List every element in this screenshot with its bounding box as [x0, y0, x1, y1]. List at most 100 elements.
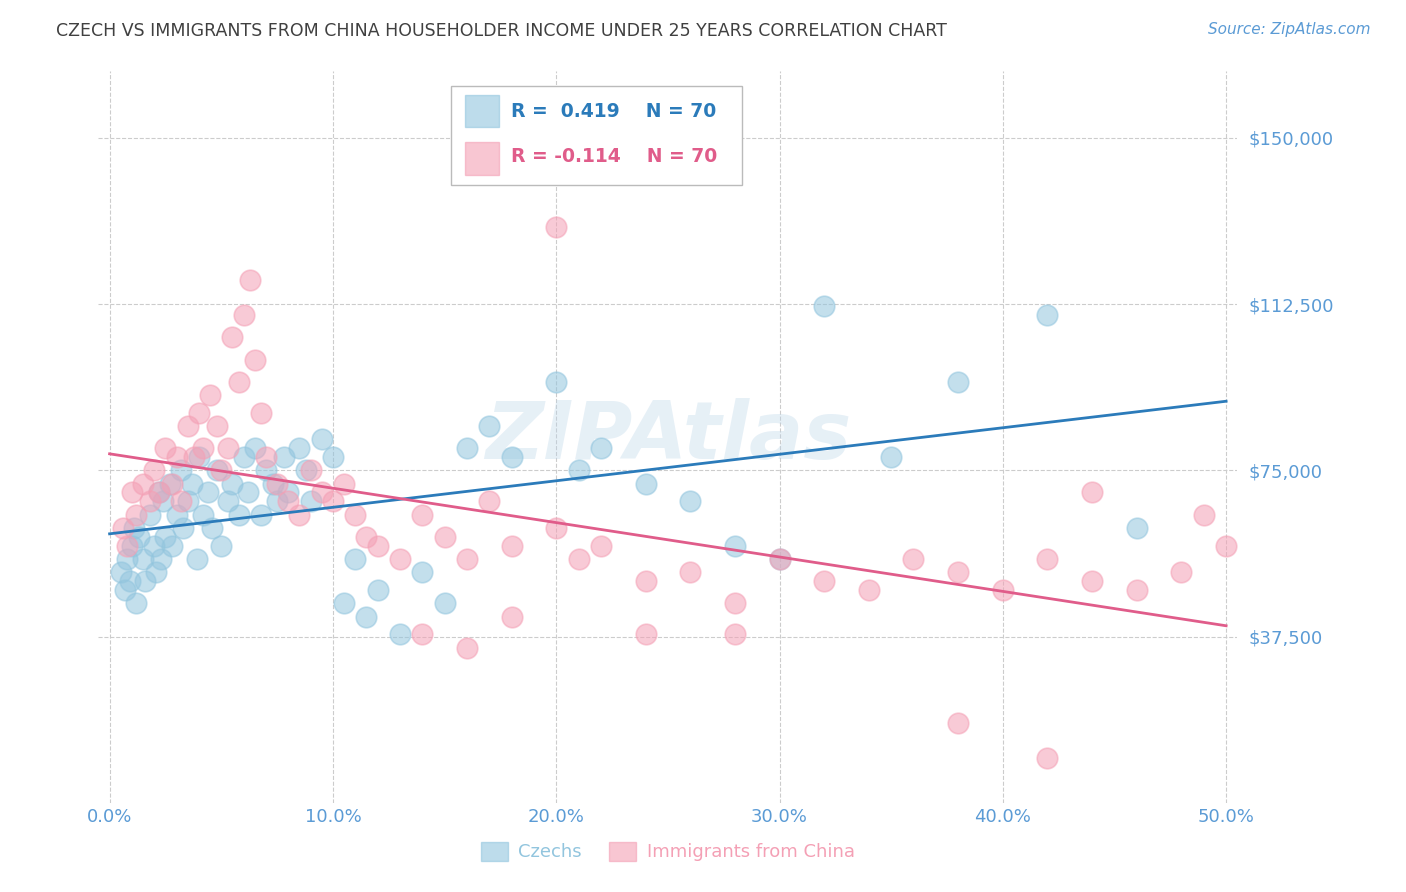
Point — [724, 539, 747, 553]
Point — [277, 494, 299, 508]
Point — [152, 494, 174, 508]
Point — [166, 508, 188, 522]
Point — [117, 552, 139, 566]
Point — [273, 450, 295, 464]
Point — [232, 450, 254, 464]
Point — [589, 441, 612, 455]
Point — [187, 406, 209, 420]
Text: ZIPAtlas: ZIPAtlas — [485, 398, 851, 476]
Point — [768, 552, 790, 566]
Point — [236, 485, 259, 500]
Point — [266, 476, 288, 491]
Point — [250, 406, 273, 420]
Point — [170, 494, 193, 508]
Point — [433, 596, 456, 610]
Point — [134, 574, 156, 589]
Point — [1192, 508, 1215, 522]
Point — [228, 375, 250, 389]
Point — [254, 450, 277, 464]
Point — [501, 539, 523, 553]
FancyBboxPatch shape — [451, 86, 742, 185]
Point — [813, 574, 835, 589]
Point — [546, 375, 568, 389]
Point — [114, 582, 136, 597]
Point — [1170, 566, 1192, 580]
Point — [344, 552, 367, 566]
Point — [125, 596, 148, 610]
Point — [148, 485, 170, 500]
Point — [1081, 574, 1104, 589]
Point — [388, 627, 411, 641]
Point — [166, 450, 188, 464]
Point — [589, 539, 612, 553]
Point — [177, 494, 200, 508]
Text: R =  0.419    N = 70: R = 0.419 N = 70 — [510, 102, 716, 120]
Point — [1215, 539, 1237, 553]
Point — [232, 308, 254, 322]
Point — [159, 476, 181, 491]
Point — [322, 494, 344, 508]
Point — [239, 273, 262, 287]
FancyBboxPatch shape — [465, 95, 499, 128]
Legend: Czechs, Immigrants from China: Czechs, Immigrants from China — [475, 837, 860, 867]
Point — [880, 450, 903, 464]
Point — [288, 441, 311, 455]
Point — [187, 450, 209, 464]
Point — [122, 521, 145, 535]
Point — [221, 330, 243, 344]
Point — [121, 539, 143, 553]
Point — [250, 508, 273, 522]
Point — [858, 582, 880, 597]
Point — [367, 539, 389, 553]
Point — [148, 485, 170, 500]
Point — [228, 508, 250, 522]
Point — [456, 441, 478, 455]
Point — [217, 494, 239, 508]
Point — [411, 627, 433, 641]
Point — [198, 388, 221, 402]
Point — [295, 463, 318, 477]
Point — [567, 552, 589, 566]
Point — [288, 508, 311, 522]
Point — [1036, 552, 1059, 566]
Point — [411, 566, 433, 580]
Point — [946, 375, 969, 389]
Point — [111, 521, 134, 535]
Point — [456, 640, 478, 655]
Point — [478, 494, 501, 508]
Point — [128, 530, 150, 544]
Point — [813, 299, 835, 313]
Point — [121, 485, 143, 500]
Point — [299, 494, 322, 508]
Point — [1036, 308, 1059, 322]
Point — [356, 609, 378, 624]
Point — [221, 476, 243, 491]
Point — [139, 508, 162, 522]
Point — [254, 463, 277, 477]
Point — [262, 476, 284, 491]
Point — [217, 441, 239, 455]
Point — [1036, 751, 1059, 765]
Point — [155, 441, 177, 455]
Point — [478, 419, 501, 434]
Point — [209, 463, 232, 477]
Point — [170, 463, 193, 477]
Point — [181, 476, 204, 491]
Point — [322, 450, 344, 464]
Point — [197, 485, 219, 500]
Point — [388, 552, 411, 566]
Point — [132, 476, 155, 491]
Point — [946, 566, 969, 580]
Point — [411, 508, 433, 522]
Point — [118, 574, 141, 589]
Point — [205, 419, 228, 434]
Point — [201, 521, 224, 535]
Point — [193, 508, 215, 522]
Point — [193, 441, 215, 455]
Point — [679, 566, 702, 580]
Point — [1081, 485, 1104, 500]
Point — [143, 463, 166, 477]
Point — [139, 494, 162, 508]
Point — [145, 566, 167, 580]
Point — [160, 539, 183, 553]
